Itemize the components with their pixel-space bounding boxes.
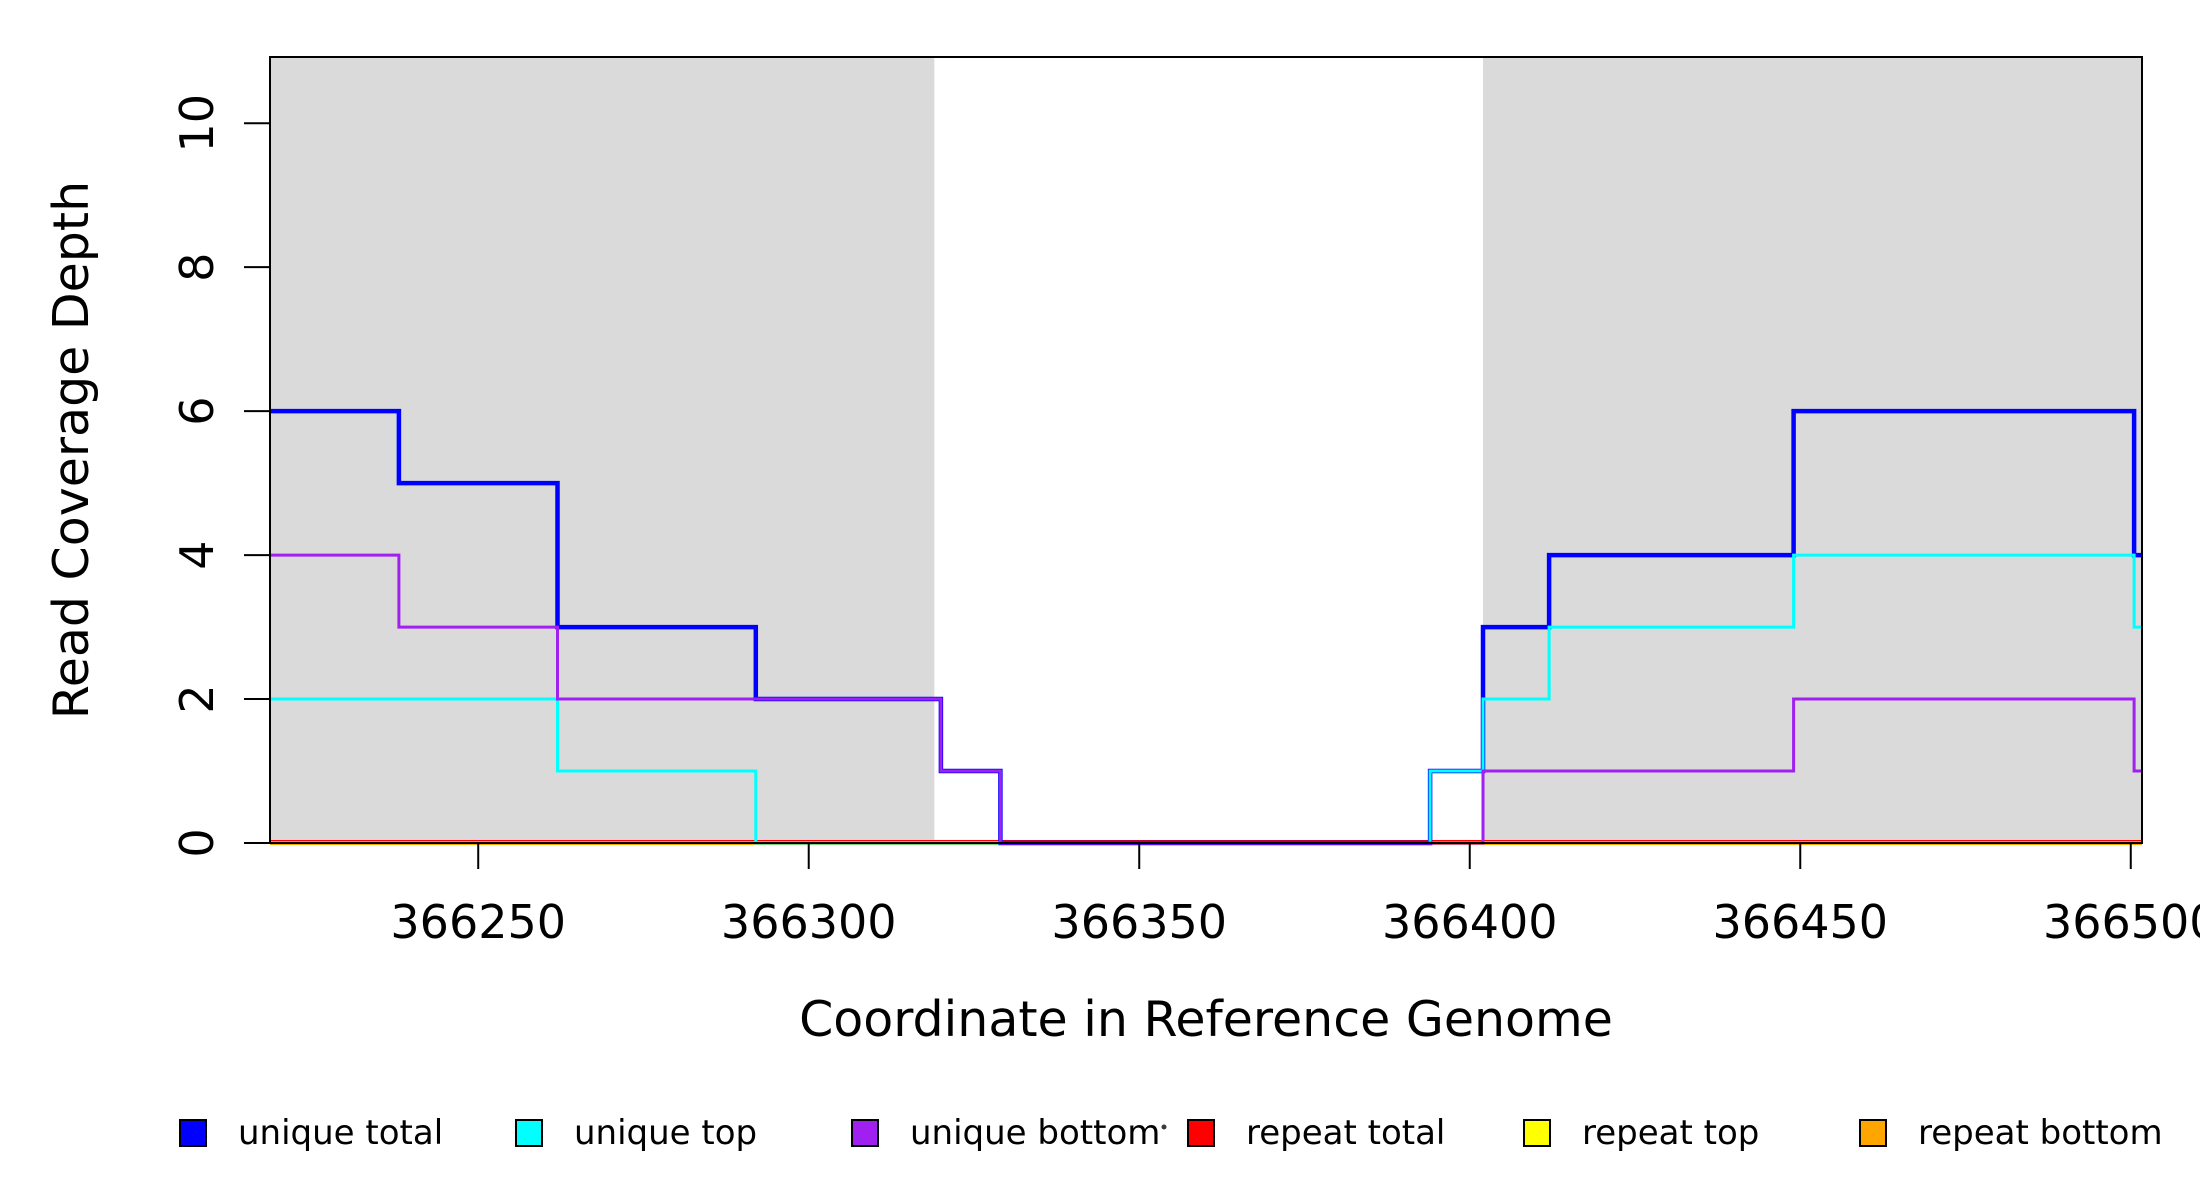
legend-label-unique-bottom: unique bottom (910, 1113, 1160, 1153)
legend-swatch-unique-total (179, 1119, 207, 1147)
legend-label-repeat-total: repeat total (1246, 1113, 1445, 1153)
legend-swatch-repeat-total (1187, 1119, 1215, 1147)
x-tick-label: 366250 (390, 895, 566, 949)
x-tick-label: 366450 (1712, 895, 1888, 949)
y-tick-label: 10 (170, 94, 224, 153)
x-tick-label: 366300 (721, 895, 897, 949)
plot-border-box (269, 56, 2143, 844)
x-tick-label: 366400 (1382, 895, 1558, 949)
shaded-repeat-region-0 (270, 57, 935, 843)
legend-label-repeat-bottom: repeat bottom (1918, 1113, 2163, 1153)
shaded-repeat-region-1 (1482, 57, 2142, 843)
y-tick-label: 8 (170, 253, 224, 282)
legend-swatch-unique-top (515, 1119, 543, 1147)
legend-label-repeat-top: repeat top (1582, 1113, 1759, 1153)
x-axis-title: Coordinate in Reference Genome (799, 991, 1613, 1048)
legend-swatch-repeat-bottom (1859, 1119, 1887, 1147)
y-tick-label: 6 (170, 396, 224, 425)
series-line-unique-top (270, 553, 2142, 845)
y-tick-label: 0 (170, 828, 224, 857)
legend-swatch-repeat-top (1523, 1119, 1551, 1147)
x-tick-label: 366350 (1051, 895, 1227, 949)
y-tick-label: 2 (170, 684, 224, 713)
series-line-unique-bottom (270, 553, 2142, 845)
stray-mark (1161, 1124, 1167, 1130)
legend-swatch-unique-bottom (851, 1119, 879, 1147)
y-tick-label: 4 (170, 540, 224, 569)
legend-label-unique-top: unique top (574, 1113, 757, 1153)
legend-label-unique-total: unique total (238, 1113, 443, 1153)
y-axis-title: Read Coverage Depth (43, 181, 100, 719)
